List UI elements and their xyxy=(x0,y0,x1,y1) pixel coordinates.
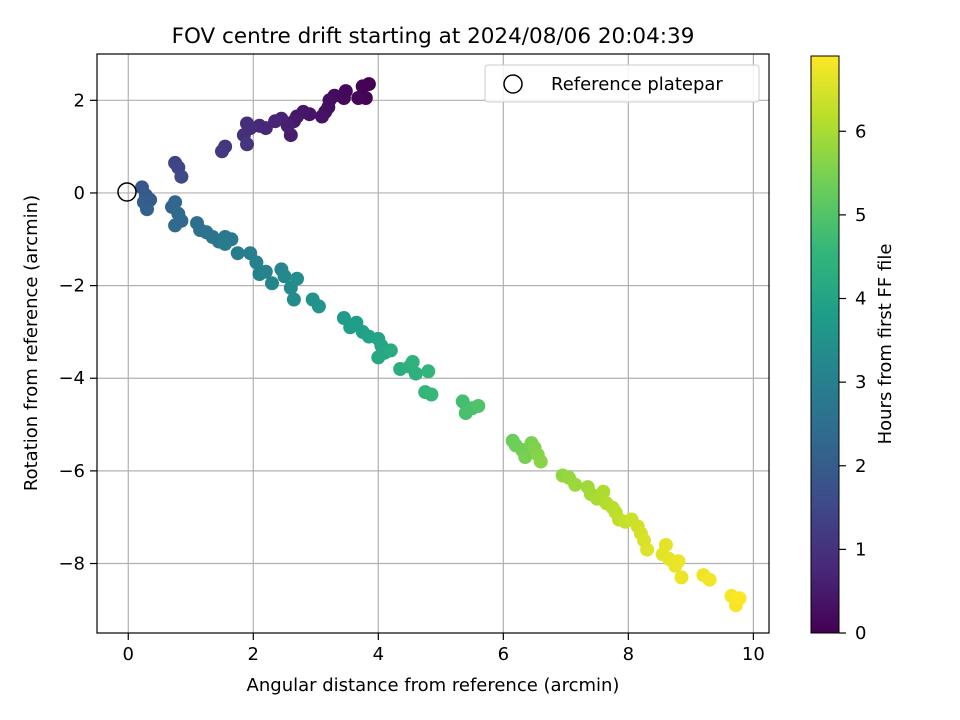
data-point xyxy=(732,591,747,606)
data-point xyxy=(249,255,264,270)
data-point xyxy=(277,269,292,284)
colorbar-tick-label: 5 xyxy=(855,205,866,226)
data-point xyxy=(168,218,183,233)
data-point xyxy=(351,91,366,105)
y-tick-label: 2 xyxy=(74,90,85,111)
x-tick-label: 8 xyxy=(623,644,634,665)
colorbar-ticks: 0 1 2 3 4 5 6 xyxy=(839,121,866,644)
data-point xyxy=(671,554,686,569)
data-point xyxy=(424,387,439,402)
data-point xyxy=(240,116,254,131)
data-point xyxy=(674,570,689,585)
data-point xyxy=(230,246,245,261)
data-point xyxy=(258,264,273,279)
axis-ticks: 0 2 4 6 8 10 2 0 −2 −4 −6 −8 xyxy=(58,90,764,665)
legend-reference-label: Reference platepar xyxy=(551,74,723,95)
data-point xyxy=(290,271,304,286)
y-tick-label: −4 xyxy=(58,368,85,389)
data-point xyxy=(140,202,154,217)
legend-box xyxy=(484,64,760,103)
data-point xyxy=(408,366,423,381)
data-point xyxy=(286,292,301,307)
y-tick-label: −2 xyxy=(58,276,85,297)
y-tick-label: −8 xyxy=(58,554,85,575)
colorbar-tick-label: 4 xyxy=(855,289,866,310)
data-point xyxy=(315,109,329,124)
x-axis-label: Angular distance from reference (arcmin) xyxy=(247,675,620,696)
colorbar-tick-label: 1 xyxy=(855,539,866,560)
data-point xyxy=(265,276,279,291)
data-point xyxy=(240,137,254,152)
data-point xyxy=(596,484,611,499)
data-points xyxy=(135,77,747,613)
data-point xyxy=(568,477,583,492)
data-point xyxy=(518,450,533,464)
data-point xyxy=(371,350,386,365)
colorbar: 0 1 2 3 4 5 6 Hours from first FF file xyxy=(810,55,896,644)
colorbar-tick-label: 6 xyxy=(855,121,866,142)
x-tick-label: 4 xyxy=(373,644,384,665)
plot-frame xyxy=(96,53,770,634)
x-tick-label: 10 xyxy=(742,644,765,665)
data-point xyxy=(702,572,717,587)
y-axis-label: Rotation from reference (arcmin) xyxy=(21,195,42,491)
data-point xyxy=(533,454,548,469)
colorbar-label: Hours from first FF file xyxy=(875,244,896,445)
legend-reference-marker xyxy=(503,74,523,94)
x-tick-label: 6 xyxy=(498,644,509,665)
data-point xyxy=(658,538,673,552)
x-tick-label: 0 xyxy=(123,644,134,665)
colorbar-tick-label: 0 xyxy=(855,623,866,644)
legend: Reference platepar xyxy=(484,64,760,103)
data-point xyxy=(168,195,183,210)
data-point xyxy=(383,343,398,358)
grid xyxy=(97,54,769,633)
colorbar-tick-label: 2 xyxy=(855,456,866,477)
y-tick-label: 0 xyxy=(74,183,85,204)
colorbar-gradient xyxy=(810,55,840,634)
data-point xyxy=(421,364,436,379)
data-point xyxy=(174,169,189,184)
chart-title: FOV centre drift starting at 2024/08/06 … xyxy=(172,24,695,49)
data-point xyxy=(405,355,420,369)
reference-marker xyxy=(117,182,137,202)
data-point xyxy=(471,399,486,413)
data-point xyxy=(640,542,655,557)
y-tick-label: −6 xyxy=(58,461,85,482)
data-point xyxy=(215,144,229,159)
colorbar-tick-label: 3 xyxy=(855,372,866,393)
data-point xyxy=(355,79,370,94)
data-point xyxy=(311,299,326,314)
data-point xyxy=(218,236,233,251)
x-tick-label: 2 xyxy=(248,644,259,665)
